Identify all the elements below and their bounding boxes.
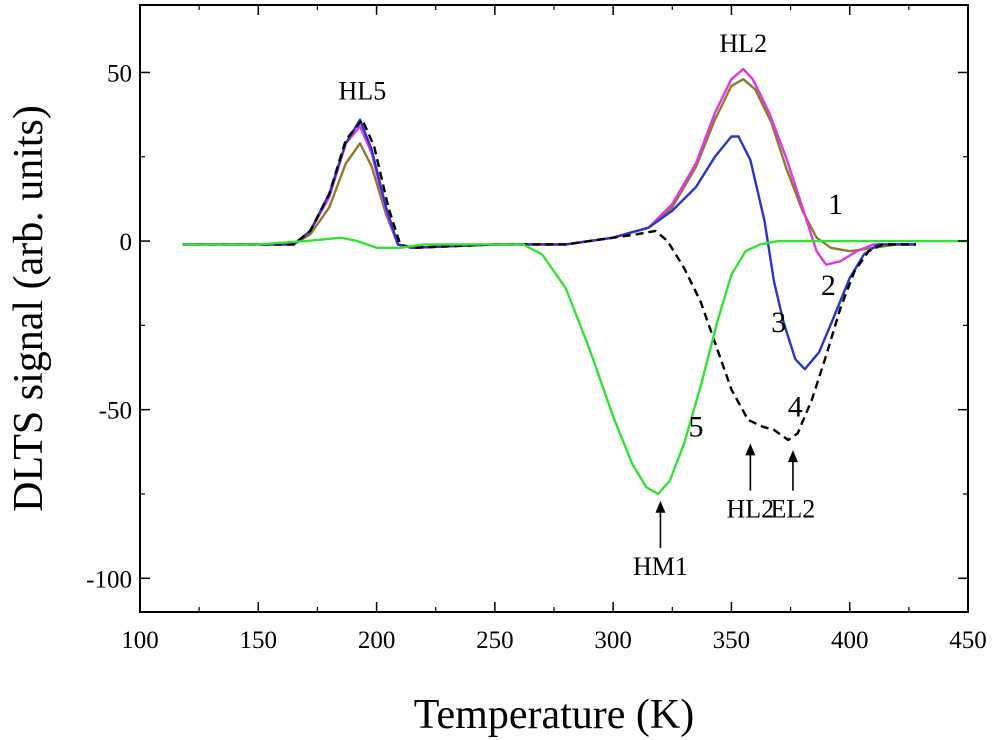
arrow-head	[655, 500, 666, 513]
plot-frame	[139, 4, 969, 613]
x-tick-label: 350	[713, 627, 751, 654]
y-axis-title: DLTS signal (arb. units)	[6, 105, 52, 512]
arrow-label: HL2	[727, 495, 775, 524]
arrow-label: HM1	[633, 552, 688, 581]
x-tick-label: 450	[949, 627, 987, 654]
y-tick-label: 0	[120, 229, 133, 256]
x-tick-label: 150	[240, 627, 278, 654]
peak-label: HL5	[339, 76, 387, 105]
y-tick-label: -50	[99, 398, 132, 425]
series-line-4	[182, 118, 916, 442]
x-axis-title: Temperature (K)	[414, 692, 694, 738]
curve-number-label: 2	[821, 269, 836, 302]
series-line-2	[182, 67, 916, 266]
curve-number-label: 5	[688, 411, 703, 444]
series-line-5	[182, 236, 968, 496]
series-line-1	[182, 77, 916, 253]
arrow-label: EL2	[771, 495, 816, 524]
series-layer	[182, 67, 968, 496]
arrow-head	[787, 450, 798, 463]
curve-number-label: 1	[828, 188, 843, 221]
ticks-layer: 100 150 200 250 300 350 400 450 -100 -50 0 50	[86, 5, 987, 654]
curve-number-label: 4	[788, 390, 803, 423]
arrow-head	[745, 443, 756, 456]
x-tick-label: 250	[476, 627, 514, 654]
x-tick-label: 200	[358, 627, 396, 654]
x-tick-label: 400	[831, 627, 869, 654]
x-tick-label: 100	[121, 627, 159, 654]
series-line-3	[182, 118, 916, 371]
curve-number-label: 3	[771, 306, 786, 339]
y-tick-label: 50	[107, 60, 132, 87]
y-tick-label: -100	[86, 566, 132, 593]
x-tick-label: 300	[594, 627, 632, 654]
peak-label: HL2	[719, 29, 767, 58]
